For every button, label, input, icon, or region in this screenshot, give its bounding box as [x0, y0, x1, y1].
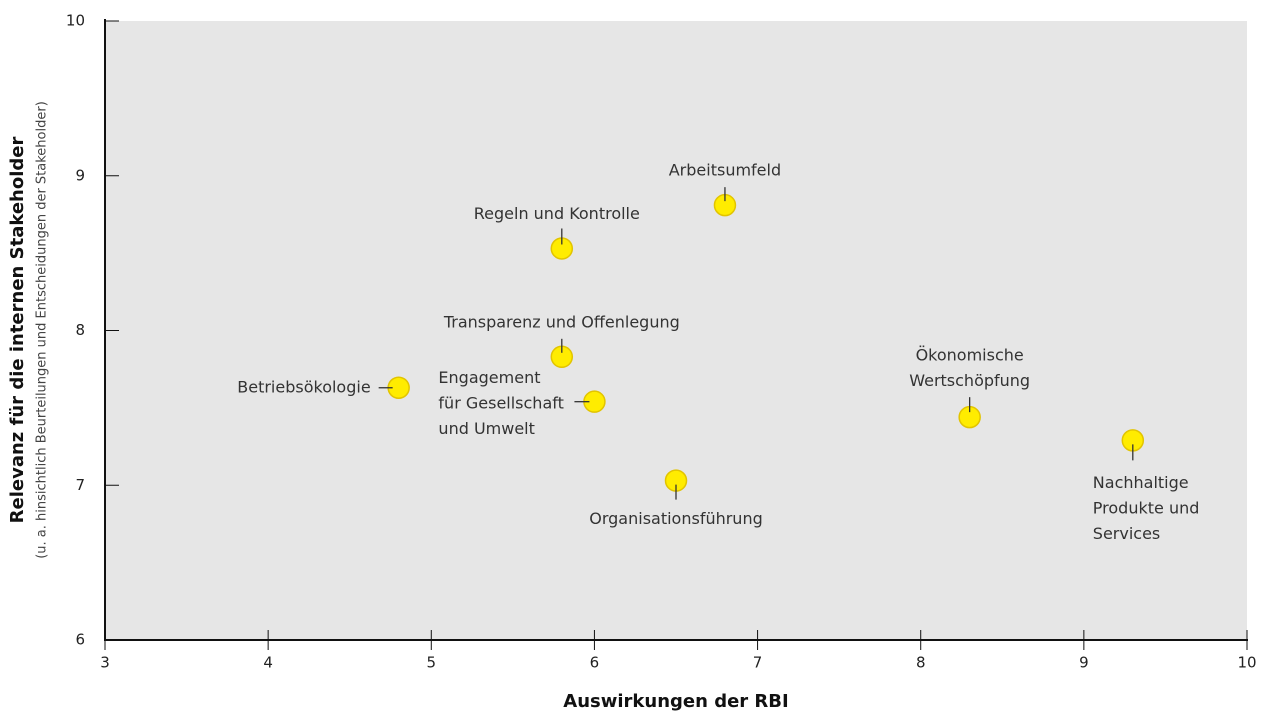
x-tick-label: 9 [1079, 654, 1089, 672]
y-tick-label: 9 [75, 166, 85, 184]
y-tick-label: 6 [75, 631, 85, 649]
point-label: Ökonomische [916, 346, 1024, 365]
point-label: Produkte und [1093, 498, 1200, 517]
x-tick-label: 7 [753, 654, 763, 672]
x-tick-label: 8 [916, 654, 926, 672]
x-tick-label: 4 [263, 654, 273, 672]
x-tick-label: 10 [1237, 654, 1256, 672]
point-label: Nachhaltige [1093, 473, 1189, 492]
point-label: Arbeitsumfeld [669, 161, 781, 180]
point-label: Betriebsökologie [237, 377, 370, 396]
y-axis-title: Relevanz für die internen Stakeholder [7, 137, 28, 524]
y-axis-subtitle: (u. a. hinsichtlich Beurteilungen und En… [35, 101, 50, 559]
x-axis-title: Auswirkungen der RBI [563, 691, 788, 712]
point-label: Regeln und Kontrolle [474, 204, 640, 223]
point-label: Wertschöpfung [909, 371, 1030, 390]
point-label: Engagement [438, 368, 540, 387]
x-tick-label: 5 [427, 654, 437, 672]
point-label: Organisationsführung [589, 509, 763, 528]
y-tick-label: 8 [75, 321, 85, 339]
x-tick-label: 6 [590, 654, 600, 672]
y-tick-label: 7 [75, 476, 85, 494]
y-tick-label: 10 [66, 12, 85, 30]
plot-area [105, 21, 1247, 640]
point-label: Transparenz und Offenlegung [443, 312, 680, 331]
x-tick-label: 3 [100, 654, 110, 672]
point-label: Services [1093, 524, 1160, 543]
point-label: und Umwelt [438, 419, 534, 438]
point-label: für Gesellschaft [438, 394, 563, 413]
